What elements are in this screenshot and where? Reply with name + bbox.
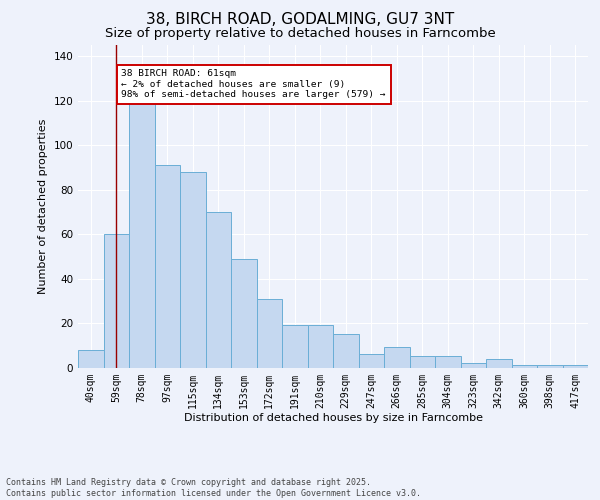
Bar — [308, 325, 333, 368]
Bar — [537, 366, 563, 368]
Text: 38 BIRCH ROAD: 61sqm
← 2% of detached houses are smaller (9)
98% of semi-detache: 38 BIRCH ROAD: 61sqm ← 2% of detached ho… — [121, 70, 386, 100]
X-axis label: Distribution of detached houses by size in Farncombe: Distribution of detached houses by size … — [184, 413, 482, 423]
Bar — [180, 172, 205, 368]
Bar — [257, 298, 282, 368]
Bar — [282, 325, 308, 368]
Bar — [435, 356, 461, 368]
Bar — [129, 103, 155, 368]
Bar — [384, 348, 409, 368]
Bar — [359, 354, 384, 368]
Bar — [511, 366, 537, 368]
Bar — [409, 356, 435, 368]
Bar — [486, 358, 511, 368]
Bar — [104, 234, 129, 368]
Y-axis label: Number of detached properties: Number of detached properties — [38, 118, 48, 294]
Bar — [333, 334, 359, 368]
Bar — [461, 363, 486, 368]
Bar — [563, 366, 588, 368]
Text: 38, BIRCH ROAD, GODALMING, GU7 3NT: 38, BIRCH ROAD, GODALMING, GU7 3NT — [146, 12, 454, 28]
Bar — [205, 212, 231, 368]
Text: Size of property relative to detached houses in Farncombe: Size of property relative to detached ho… — [104, 28, 496, 40]
Bar — [78, 350, 104, 368]
Bar — [231, 258, 257, 368]
Bar — [155, 165, 180, 368]
Text: Contains HM Land Registry data © Crown copyright and database right 2025.
Contai: Contains HM Land Registry data © Crown c… — [6, 478, 421, 498]
